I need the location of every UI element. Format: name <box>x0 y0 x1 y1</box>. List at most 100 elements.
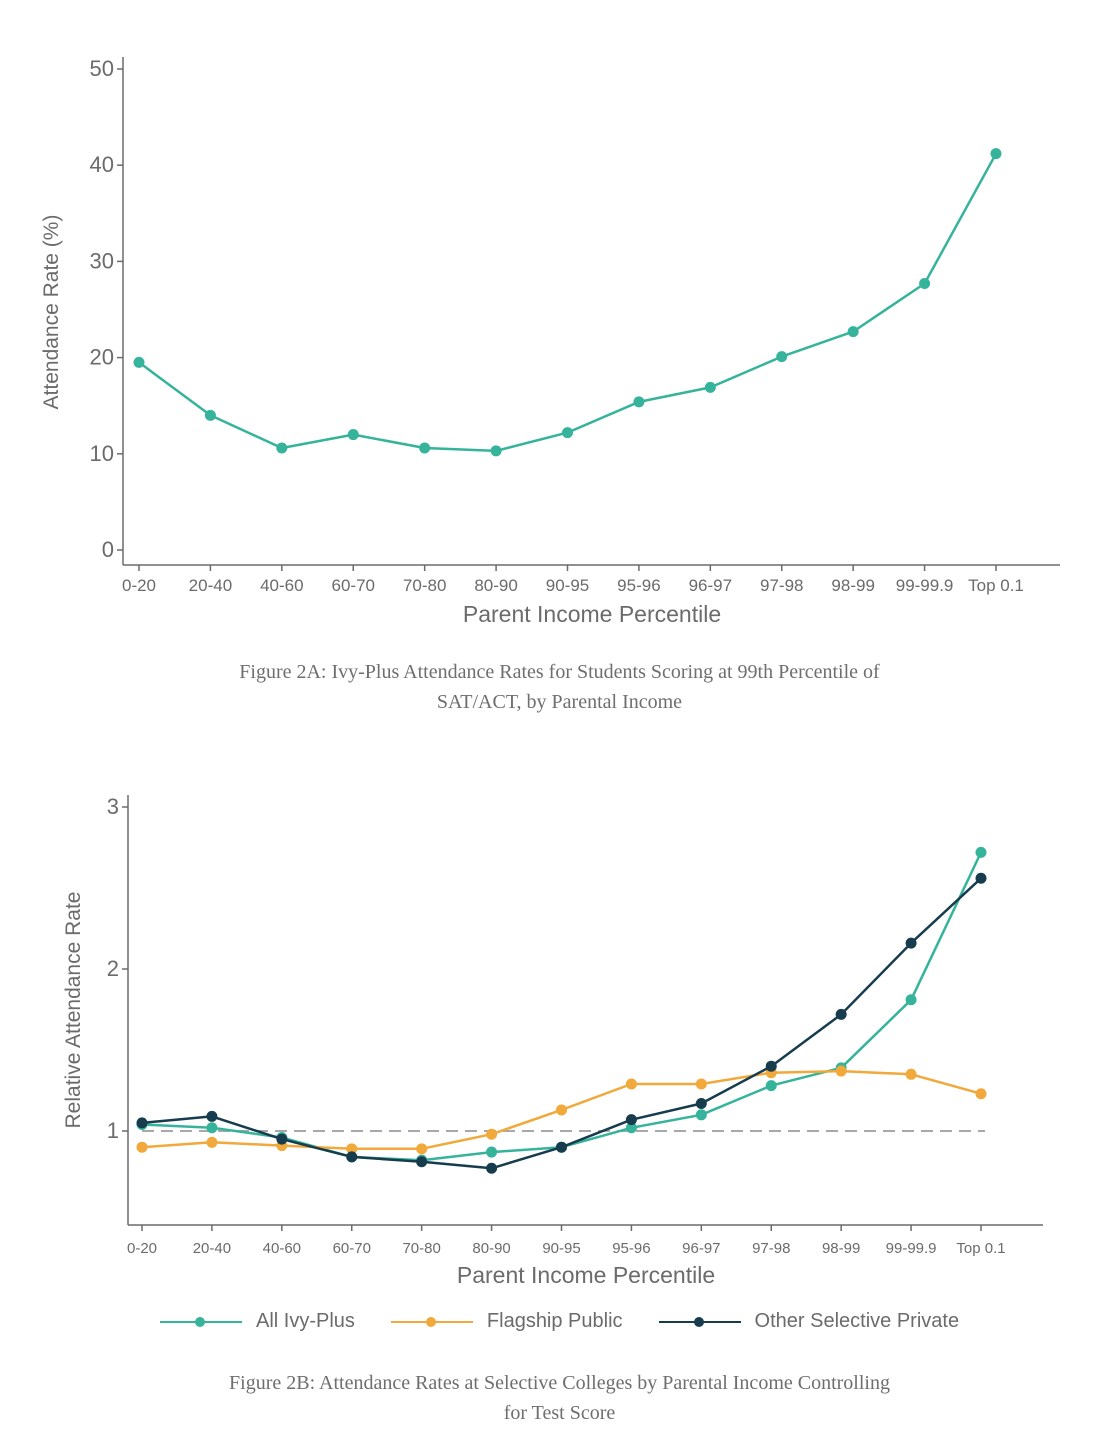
chart-2b-series-2-point <box>905 937 917 949</box>
chart-2b-series-line-2 <box>141 877 982 1170</box>
chart-2b-series-1-point <box>346 1143 358 1155</box>
chart-2b-series-2-point <box>416 1156 428 1168</box>
chart-2b-series-1-point <box>835 1065 847 1077</box>
figure-2a-caption: Figure 2A: Ivy-Plus Attendance Rates for… <box>0 657 1119 717</box>
chart-2a-y-tick-label: 20 <box>90 345 114 370</box>
chart-2a-series-0-point <box>490 445 502 457</box>
chart-2a-x-tick-label: 80-90 <box>474 576 517 595</box>
chart-2b-series-2-point <box>486 1162 498 1174</box>
legend-swatch-ivy-plus <box>160 1315 242 1329</box>
chart-2a-series-0-point <box>562 427 573 439</box>
chart-2b-series-0-point <box>486 1146 498 1158</box>
chart-2a-series-0-point <box>704 381 716 393</box>
chart-2b-series-1-point <box>625 1078 637 1090</box>
chart-2b-series-1-point <box>486 1128 498 1140</box>
chart-2b-series-1-point <box>136 1141 148 1153</box>
legend-swatch-flagship-public <box>390 1315 473 1329</box>
chart-2a-series-0-point <box>133 356 145 368</box>
chart-2b-series-2-point <box>276 1133 288 1145</box>
chart-2a-x-tick-label: 95-96 <box>617 576 660 595</box>
chart-2b-x-tick-label: 0-20 <box>127 1240 157 1257</box>
chart-2b-series-1-point <box>695 1078 707 1090</box>
chart-2b-x-tick-label: 20-40 <box>193 1240 231 1257</box>
legend-item-other-selective-private: Other Selective Private <box>658 1310 960 1333</box>
chart-2b-series-0-point <box>625 1122 637 1134</box>
caption-2b-line1: Figure 2B: Attendance Rates at Selective… <box>229 1372 890 1394</box>
chart-2b-series-2-point <box>556 1141 567 1153</box>
chart-2a-x-tick-label: 96-97 <box>689 576 732 595</box>
chart-2b-y-tick-label: 2 <box>107 956 119 981</box>
legend-item-flagship-public: Flagship Public <box>390 1310 623 1333</box>
chart-2b-y-tick-label: 1 <box>107 1118 119 1143</box>
chart-2a-series-0-point <box>204 409 216 421</box>
chart-2a-series-0-point <box>347 429 359 441</box>
chart-2a-series-0-point <box>633 396 645 408</box>
chart-2b-series-2-point <box>625 1114 637 1126</box>
chart-2b-series-1-point <box>206 1136 218 1148</box>
chart-2b-series-2-point <box>695 1097 707 1109</box>
chart-2b-series-2-point <box>765 1060 777 1072</box>
legend-label-other-selective-private: Other Selective Private <box>754 1310 960 1332</box>
chart-2a-x-axis-title: Parent Income Percentile <box>463 601 721 627</box>
chart-2a-series-0-point <box>919 278 931 290</box>
chart-2b-series-0-point <box>905 994 917 1006</box>
chart-2a-x-tick-label: 99-99.9 <box>896 576 954 595</box>
chart-2a-x-tick-label: 70-80 <box>403 576 446 595</box>
chart-2b-series-2-point <box>136 1117 148 1129</box>
legend-item-ivy-plus: All Ivy-Plus <box>160 1310 355 1333</box>
chart-2b-y-axis-title: Relative Attendance Rate <box>62 892 85 1129</box>
chart-2b-y-tick-label: 3 <box>107 794 119 819</box>
chart-2b-series-1-point <box>905 1068 917 1080</box>
chart-2a-x-tick-label: 0-20 <box>122 576 156 595</box>
chart-2b-x-tick-label: 60-70 <box>333 1240 371 1257</box>
chart-2b-series-0-point <box>765 1080 777 1092</box>
chart-2b-x-tick-label: 98-99 <box>822 1240 860 1257</box>
chart-2a: 0 10 20 30 40 50 0-20 20-40 40-60 60-70 70-80 80-90… <box>40 56 1060 627</box>
chart-2b-x-tick-label: 40-60 <box>263 1240 301 1257</box>
chart-2b-x-axis-title: Parent Income Percentile <box>457 1262 715 1288</box>
figure-2b: 1 2 3 0-20 20-40 40-60 60-70 70-80 80-90 90-95 95-… <box>0 760 1119 1443</box>
chart-2a-series-0-point <box>990 148 1002 160</box>
caption-2a-line2: SAT/ACT, by Parental Income <box>436 691 683 713</box>
chart-2b-x-tick-label: 70-80 <box>402 1240 440 1257</box>
legend-label-ivy-plus: All Ivy-Plus <box>256 1310 355 1332</box>
chart-2b-series-2-point <box>206 1110 218 1122</box>
figure-2b-caption: Figure 2B: Attendance Rates at Selective… <box>0 1368 1119 1428</box>
chart-2b-series-2-point <box>835 1008 847 1020</box>
chart-2b-series-0-point <box>975 846 987 858</box>
chart-2b-x-tick-label: 90-95 <box>542 1240 580 1257</box>
chart-2a-y-tick-label: 0 <box>102 537 114 562</box>
caption-2a-line1: Figure 2A: Ivy-Plus Attendance Rates for… <box>239 661 880 683</box>
chart-2b-series-1-point <box>975 1088 987 1100</box>
chart-2b-series-0-point <box>206 1122 218 1134</box>
chart-2a-x-tick-label: Top 0.1 <box>968 576 1024 595</box>
chart-2a-y-tick-label: 10 <box>90 441 114 466</box>
chart-2b-series-2-point <box>975 872 987 884</box>
chart-2b-legend: All Ivy-Plus Flagship Public Other Selec… <box>160 1310 995 1333</box>
caption-2b-line2: for Test Score <box>503 1402 616 1424</box>
chart-2a-x-tick-label: 90-95 <box>546 576 589 595</box>
chart-2a-series-0-point <box>276 442 288 454</box>
chart-2b-x-tick-label: 97-98 <box>752 1240 790 1257</box>
chart-2a-x-tick-label: 60-70 <box>332 576 375 595</box>
legend-swatch-other-selective-private <box>658 1315 741 1329</box>
chart-2b-x-tick-label: 95-96 <box>612 1240 650 1257</box>
chart-2a-y-tick-label: 40 <box>90 152 114 177</box>
chart-2b-x-tick-label: 80-90 <box>472 1240 510 1257</box>
chart-2a-x-tick-label: 20-40 <box>189 576 232 595</box>
legend-label-flagship-public: Flagship Public <box>486 1310 623 1332</box>
chart-2a-x-tick-label: 98-99 <box>831 576 874 595</box>
chart-2b-x-tick-label: 99-99.9 <box>886 1240 937 1257</box>
chart-2a-y-tick-label: 30 <box>90 248 114 273</box>
chart-2b-x-tick-label: 96-97 <box>682 1240 720 1257</box>
chart-2a-series-0-point <box>419 442 431 454</box>
chart-2a-series-0-point <box>847 326 859 338</box>
chart-2a-x-tick-label: 40-60 <box>260 576 303 595</box>
chart-2a-series-0-point <box>776 351 788 363</box>
chart-2b-series-0-point <box>695 1109 707 1121</box>
chart-2a-y-tick-label: 50 <box>90 56 114 81</box>
chart-2a-series-line-0 <box>138 153 998 453</box>
chart-2b-series-1-point <box>416 1143 428 1155</box>
chart-2b-x-tick-label: Top 0.1 <box>956 1240 1005 1257</box>
chart-2b-series-1-point <box>556 1104 567 1116</box>
